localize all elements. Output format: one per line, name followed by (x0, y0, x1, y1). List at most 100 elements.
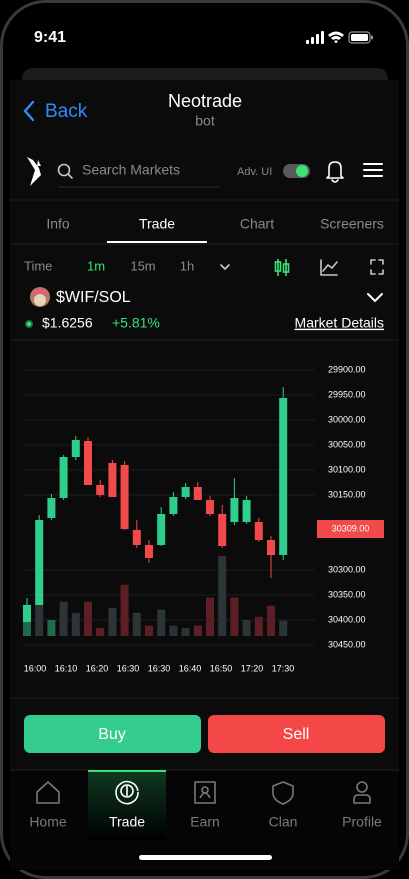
volume-bar (169, 625, 178, 636)
nav-label[interactable]: Profile (342, 814, 382, 830)
volume-bar (71, 612, 80, 636)
x-tick-label: 17:20 (241, 663, 264, 673)
market-details-link[interactable]: Market Details (295, 315, 384, 331)
candle-body (35, 520, 44, 605)
price-change: +5.81% (112, 315, 160, 331)
volume-bar (254, 616, 263, 636)
back-button[interactable]: Back (23, 100, 88, 122)
pair[interactable]: $WIF/SOL (56, 289, 131, 306)
home-indicator (139, 855, 272, 860)
x-tick-label: 16:30 (117, 663, 140, 673)
y-tick-label: 30150.00 (328, 489, 366, 499)
nav-icon[interactable] (36, 781, 60, 804)
sell-button[interactable]: Sell (208, 715, 385, 753)
tab[interactable]: Info (46, 216, 70, 232)
candle-body (120, 465, 129, 529)
candles-view-icon[interactable] (274, 259, 290, 276)
volume-bar (279, 620, 288, 636)
volume-bar (206, 597, 214, 636)
candle-body (132, 530, 141, 545)
candle-body (267, 540, 275, 555)
candle-body (59, 457, 68, 498)
timeframe-option[interactable]: 1h (180, 258, 194, 273)
back-label[interactable]: Back (45, 101, 88, 122)
bell-button[interactable] (326, 161, 344, 183)
adv-ui-toggle[interactable] (283, 164, 310, 178)
search-placeholder[interactable]: Search Markets (82, 162, 180, 178)
volume-bar (181, 628, 190, 636)
nav-selected-line[interactable] (88, 770, 166, 772)
timeframe-option[interactable]: 15m (130, 258, 155, 273)
buy-label[interactable]: Buy (98, 726, 126, 743)
bell-icon[interactable] (326, 161, 344, 183)
status-icons (306, 31, 373, 44)
volume-bar (145, 625, 153, 636)
volume-bar (84, 601, 92, 636)
menu-button[interactable] (363, 163, 383, 177)
nav-icon[interactable] (353, 781, 371, 804)
status-time: 9:41 (34, 29, 66, 46)
volume-bar (120, 584, 129, 636)
tab-bar: Info Trade Chart Screeners (46, 216, 384, 243)
volume-bar (267, 605, 275, 636)
volume-bar (242, 620, 251, 636)
sell-label[interactable]: Sell (283, 726, 310, 743)
buy-button[interactable]: Buy (24, 715, 201, 753)
volume-bar (193, 625, 202, 636)
subtitle: bot (195, 113, 215, 129)
nav-label[interactable]: Home (29, 814, 67, 830)
volume-bar (35, 592, 44, 636)
y-tick-label: 30300.00 (328, 564, 366, 574)
nav-icon[interactable] (272, 781, 294, 805)
nav-label[interactable]: Clan (269, 814, 298, 830)
search-field[interactable]: Search Markets (57, 162, 220, 188)
y-tick-label: 30100.00 (328, 464, 366, 474)
buy-button-bg[interactable] (24, 715, 201, 753)
price: $1.6256 (42, 315, 93, 331)
search-icon-handle (67, 173, 73, 179)
y-tick-label: 30400.00 (328, 614, 366, 624)
nav-icon[interactable] (115, 780, 139, 805)
candle-body (206, 500, 214, 514)
y-tick-label: 30050.00 (328, 439, 366, 449)
last-price-label: 30309.00 (332, 523, 370, 533)
x-tick-label: 16:30 (148, 663, 171, 673)
search-icon (57, 163, 71, 177)
time-label: Time (24, 258, 52, 273)
y-tick-label: 29950.00 (328, 389, 366, 399)
y-tick-label: 30350.00 (328, 589, 366, 599)
volume-bar (59, 601, 68, 636)
candle-body (181, 487, 190, 497)
timeframe-more[interactable] (220, 264, 230, 270)
candle-body (108, 463, 117, 497)
x-tick-label: 17:30 (272, 663, 295, 673)
candle-body (23, 605, 31, 622)
tab[interactable]: Trade (139, 216, 175, 232)
candle-body (157, 514, 166, 545)
sell-button-bg[interactable] (208, 715, 385, 753)
x-tick-label: 16:10 (55, 663, 78, 673)
line-view-icon[interactable] (320, 259, 338, 276)
tab[interactable]: Chart (240, 216, 274, 232)
nav-label[interactable]: Earn (190, 814, 220, 830)
volume-bar (47, 620, 56, 636)
volume-bar (230, 597, 239, 636)
timeframes: 1m 15m 1h (87, 258, 194, 273)
back-chevron[interactable] (23, 100, 35, 122)
pair-chevron[interactable] (367, 293, 383, 303)
token-avatar-hat (31, 288, 49, 294)
candle-body (242, 500, 251, 522)
fullscreen-icon[interactable] (370, 259, 384, 275)
tab-underline (107, 241, 207, 243)
timeframe-option[interactable]: 1m (87, 258, 105, 273)
logo[interactable] (27, 157, 41, 186)
tab[interactable]: Screeners (320, 216, 384, 232)
volume-bar (108, 608, 117, 636)
live-dot (26, 321, 32, 327)
candle-body (145, 545, 153, 558)
nav-icon[interactable] (194, 781, 216, 804)
nav-label[interactable]: Trade (109, 814, 145, 830)
x-tick-label: 16:40 (179, 663, 202, 673)
toggle-knob[interactable] (296, 165, 308, 177)
